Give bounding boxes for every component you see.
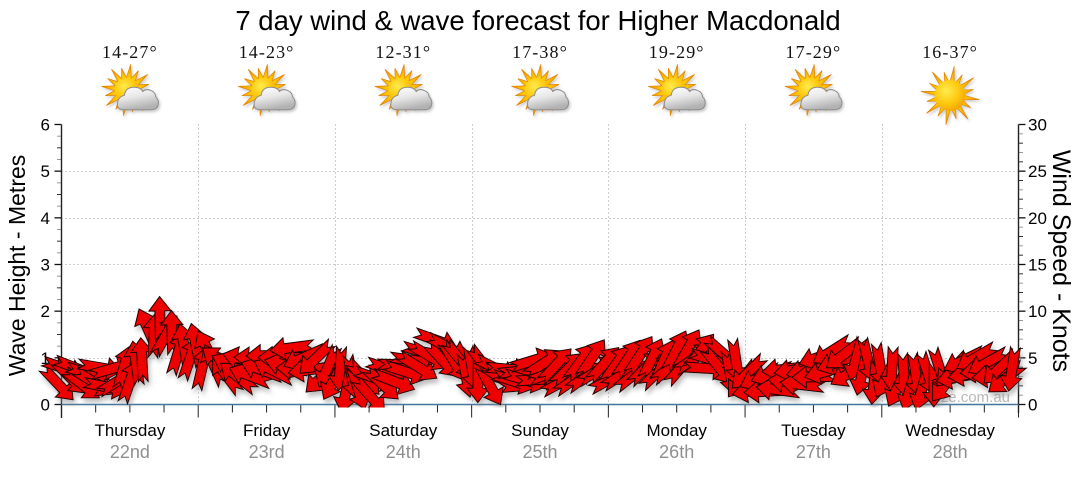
- svg-text:Thursday: Thursday: [94, 421, 165, 440]
- svg-text:25: 25: [1028, 162, 1047, 181]
- svg-text:12-31°: 12-31°: [375, 42, 431, 62]
- svg-text:17-38°: 17-38°: [512, 42, 568, 62]
- svg-text:Saturday: Saturday: [369, 421, 438, 440]
- svg-text:23rd: 23rd: [249, 442, 285, 462]
- svg-text:19-29°: 19-29°: [649, 42, 705, 62]
- svg-text:26th: 26th: [659, 442, 694, 462]
- svg-text:14-27°: 14-27°: [102, 42, 158, 62]
- svg-text:25th: 25th: [522, 442, 557, 462]
- svg-text:Sunday: Sunday: [511, 421, 569, 440]
- svg-text:14-23°: 14-23°: [239, 42, 295, 62]
- svg-text:6: 6: [41, 116, 50, 135]
- svg-text:3: 3: [41, 256, 50, 275]
- svg-text:Wave Height - Metres: Wave Height - Metres: [4, 155, 30, 377]
- svg-text:1: 1: [41, 349, 50, 368]
- svg-text:17-29°: 17-29°: [786, 42, 842, 62]
- svg-text:0: 0: [41, 396, 50, 415]
- svg-text:7 day wind & wave forecast for: 7 day wind & wave forecast for Higher Ma…: [235, 5, 840, 36]
- svg-text:27th: 27th: [796, 442, 831, 462]
- svg-text:Tuesday: Tuesday: [781, 421, 846, 440]
- svg-text:2: 2: [41, 302, 50, 321]
- svg-text:Wednesday: Wednesday: [905, 421, 995, 440]
- svg-text:15: 15: [1028, 256, 1047, 275]
- svg-text:5: 5: [41, 162, 50, 181]
- svg-text:30: 30: [1028, 116, 1047, 135]
- svg-text:28th: 28th: [933, 442, 968, 462]
- svg-text:20: 20: [1028, 209, 1047, 228]
- svg-text:16-37°: 16-37°: [922, 42, 978, 62]
- svg-text:4: 4: [41, 209, 50, 228]
- svg-text:10: 10: [1028, 302, 1047, 321]
- svg-text:0: 0: [1028, 396, 1037, 415]
- svg-text:24th: 24th: [386, 442, 421, 462]
- svg-text:Wind Speed - Knots: Wind Speed - Knots: [1047, 150, 1075, 372]
- svg-text:22nd: 22nd: [110, 442, 150, 462]
- svg-text:Monday: Monday: [646, 421, 707, 440]
- svg-text:Friday: Friday: [243, 421, 291, 440]
- svg-text:5: 5: [1028, 349, 1037, 368]
